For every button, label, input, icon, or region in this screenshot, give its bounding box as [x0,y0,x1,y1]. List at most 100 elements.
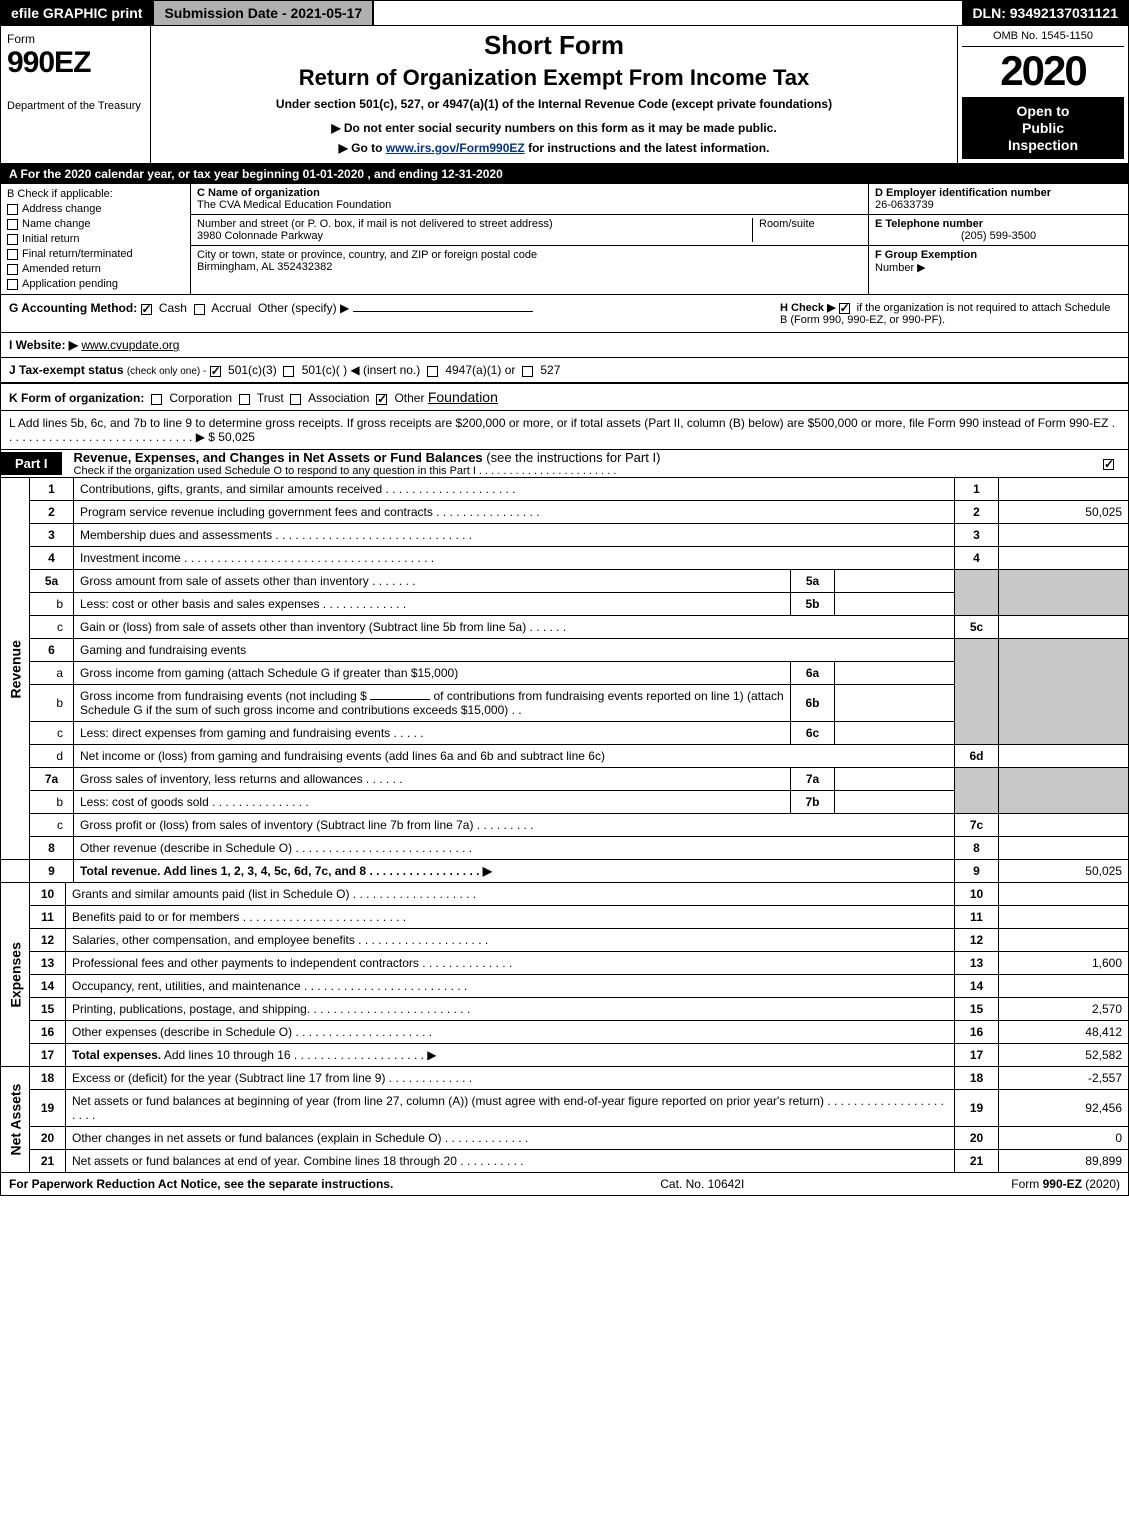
line-desc: Other revenue (describe in Schedule O) .… [74,837,955,860]
topbar-spacer [374,1,962,25]
g-accrual: Accrual [211,301,251,315]
line-box: 15 [955,998,999,1021]
city-value: Birmingham, AL 352432382 [197,261,332,273]
submission-date: Submission Date - 2021-05-17 [152,1,374,25]
shaded-cell [999,639,1129,745]
line-box: 17 [955,1044,999,1067]
checkbox-icon[interactable] [7,204,18,215]
line-num: d [30,745,74,768]
h-label: H Check ▶ [780,302,839,314]
checkbox-schedule-o-icon[interactable] [1103,459,1114,470]
topbar: efile GRAPHIC print Submission Date - 20… [0,0,1129,26]
checkbox-icon[interactable] [7,264,18,275]
part1-header: Part I Revenue, Expenses, and Changes in… [0,450,1129,478]
checkbox-icon[interactable] [7,279,18,290]
checkbox-icon[interactable] [7,249,18,260]
line-amount: -2,557 [999,1067,1129,1090]
shaded-cell [999,768,1129,814]
line-desc: Gross income from fundraising events (no… [74,685,791,722]
box-c: C Name of organization The CVA Medical E… [191,184,868,294]
expenses-side-label: Expenses [1,883,30,1067]
website-label: I Website: ▶ [9,338,78,352]
checkbox-4947-icon[interactable] [427,366,438,377]
line-6b-blank[interactable] [370,699,430,700]
line-amount: 2,570 [999,998,1129,1021]
street-value: 3980 Colonnade Parkway [197,230,323,242]
opt-501c3: 501(c)(3) [228,363,277,377]
efile-graphic-print: efile GRAPHIC print [1,1,152,25]
goto-suffix: for instructions and the latest informat… [525,141,770,155]
group-exemption-cell: F Group Exemption Number ▶ [869,246,1128,277]
line-num: b [30,593,74,616]
line-desc: Net assets or fund balances at end of ye… [66,1150,955,1173]
checkbox-trust-icon[interactable] [239,394,250,405]
k-corp: Corporation [169,391,232,405]
line-num: 13 [30,952,66,975]
line-amount [999,547,1129,570]
line-desc: Gross income from gaming (attach Schedul… [74,662,791,685]
line-num: 2 [30,501,74,524]
checkbox-corp-icon[interactable] [151,394,162,405]
line-amount [999,814,1129,837]
group-label-2: Number ▶ [875,262,926,274]
chk-label: Final return/terminated [22,248,133,260]
chk-address-change: Address change [7,203,184,215]
line-box: 11 [955,906,999,929]
line-amount [999,906,1129,929]
line-desc: Occupancy, rent, utilities, and maintena… [66,975,955,998]
line-num: 16 [30,1021,66,1044]
line-box: 7c [955,814,999,837]
checkbox-501c-icon[interactable] [283,366,294,377]
sub-val [835,685,955,722]
line-desc: Total revenue. Add lines 1, 2, 3, 4, 5c,… [74,860,955,883]
line-9: 9 Total revenue. Add lines 1, 2, 3, 4, 5… [1,860,1129,883]
box-def: D Employer identification number 26-0633… [868,184,1128,294]
box-b-head: B Check if applicable: [7,188,184,200]
irs-link[interactable]: www.irs.gov/Form990EZ [386,141,525,155]
line-desc: Other expenses (describe in Schedule O) … [66,1021,955,1044]
k-trust: Trust [257,391,284,405]
website-value[interactable]: www.cvupdate.org [81,338,179,352]
subtitle: Under section 501(c), 527, or 4947(a)(1)… [159,97,949,111]
line-desc: Program service revenue including govern… [74,501,955,524]
line-desc: Printing, publications, postage, and shi… [66,998,955,1021]
footer-right-prefix: Form [1011,1177,1042,1191]
checkbox-icon[interactable] [7,219,18,230]
checkbox-other-icon[interactable] [376,394,387,405]
checkbox-527-icon[interactable] [522,366,533,377]
checkbox-h-icon[interactable] [839,303,850,314]
line-amount: 1,600 [999,952,1129,975]
line-desc: Less: cost or other basis and sales expe… [74,593,791,616]
city-row: City or town, state or province, country… [191,246,868,276]
g-other-input[interactable] [353,311,533,312]
street-label: Number and street (or P. O. box, if mail… [197,218,553,230]
line-21: 21 Net assets or fund balances at end of… [1,1150,1129,1173]
line-box: 8 [955,837,999,860]
line-box: 1 [955,478,999,501]
line-15: 15 Printing, publications, postage, and … [1,998,1129,1021]
checkbox-cash-icon[interactable] [141,304,152,315]
footer: For Paperwork Reduction Act Notice, see … [0,1173,1129,1196]
line-18: Net Assets 18 Excess or (deficit) for th… [1,1067,1129,1090]
checkbox-501c3-icon[interactable] [210,366,221,377]
line-num: 10 [30,883,66,906]
line-2: 2 Program service revenue including gove… [1,501,1129,524]
sub-num: 6b [791,685,835,722]
checkbox-accrual-icon[interactable] [194,304,205,315]
checkbox-assoc-icon[interactable] [290,394,301,405]
line-amount [999,745,1129,768]
line-13: 13 Professional fees and other payments … [1,952,1129,975]
line-1: Revenue 1 Contributions, gifts, grants, … [1,478,1129,501]
sub-num: 7b [791,791,835,814]
line-num: 15 [30,998,66,1021]
g-other: Other (specify) ▶ [258,301,349,315]
line-14: 14 Occupancy, rent, utilities, and maint… [1,975,1129,998]
omb-number: OMB No. 1545-1150 [962,30,1124,47]
opt-501c: 501(c)( ) ◀ (insert no.) [302,363,421,377]
checkbox-icon[interactable] [7,234,18,245]
j-label: J Tax-exempt status [9,363,124,377]
tax-year-bar: A For the 2020 calendar year, or tax yea… [0,164,1129,184]
line-desc: Gross amount from sale of assets other t… [74,570,791,593]
line-box: 12 [955,929,999,952]
line-box: 19 [955,1090,999,1127]
